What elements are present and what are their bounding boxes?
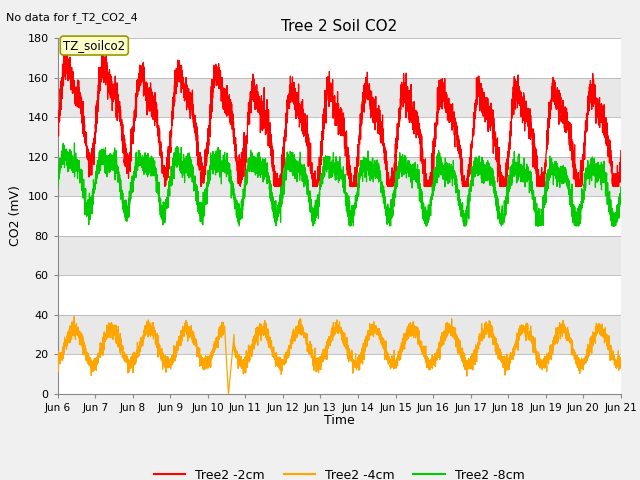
Title: Tree 2 Soil CO2: Tree 2 Soil CO2: [281, 20, 397, 35]
Bar: [58, 196, 621, 236]
Legend: Tree2 -2cm, Tree2 -4cm, Tree2 -8cm: Tree2 -2cm, Tree2 -4cm, Tree2 -8cm: [149, 464, 529, 480]
Bar: [58, 315, 621, 354]
Bar: [58, 38, 621, 78]
Bar: [58, 275, 621, 315]
Bar: [58, 117, 621, 157]
X-axis label: Time: Time: [324, 414, 355, 427]
Bar: [58, 78, 621, 117]
Text: TZ_soilco2: TZ_soilco2: [63, 39, 125, 52]
Text: No data for f_T2_CO2_4: No data for f_T2_CO2_4: [6, 12, 138, 23]
Bar: [58, 157, 621, 196]
Y-axis label: CO2 (mV): CO2 (mV): [9, 186, 22, 246]
Bar: [58, 354, 621, 394]
Bar: [58, 236, 621, 275]
